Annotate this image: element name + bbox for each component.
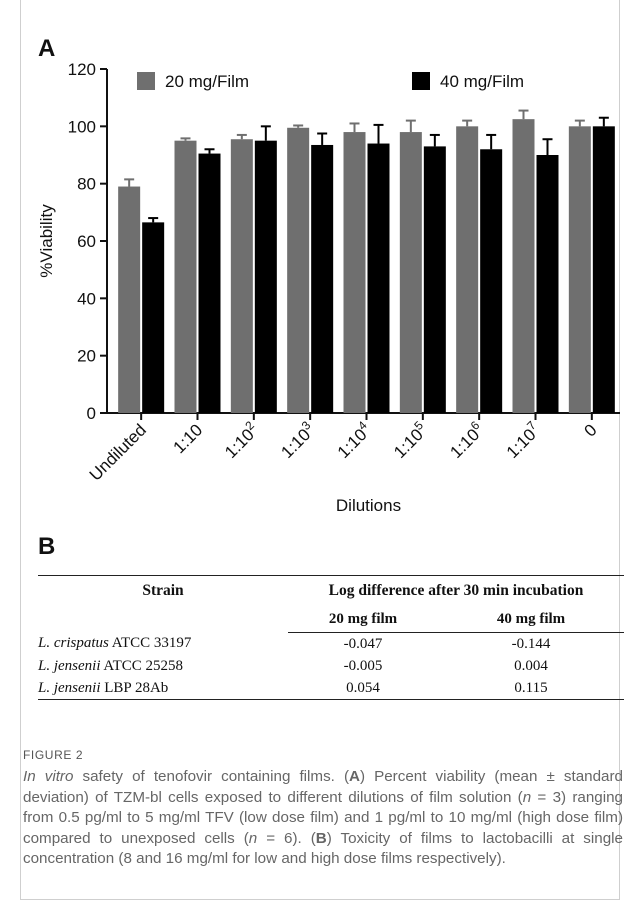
table-subheader-row: 20 mg film 40 mg film xyxy=(38,606,624,633)
caption-part: ) Percent viability (mean ± standard dev… xyxy=(23,768,624,806)
figure-frame xyxy=(20,0,620,900)
caption-part: A xyxy=(349,768,360,785)
bar-40mg xyxy=(198,153,221,414)
bar-20mg xyxy=(118,186,141,413)
x-tick-label: 1:104 xyxy=(332,418,376,462)
bar-20mg xyxy=(399,132,422,414)
value-20mg: -0.047 xyxy=(343,635,383,652)
bar-40mg xyxy=(142,222,165,413)
x-tick-label: Undiluted xyxy=(86,420,150,484)
x-tick-label: 1:107 xyxy=(501,418,545,462)
caption-part: B xyxy=(315,829,327,847)
figure-label: FIGURE 2 xyxy=(23,748,84,762)
bar-20mg xyxy=(287,127,310,414)
y-tick-label: 0 xyxy=(87,404,96,423)
x-tick-label: 1:102 xyxy=(219,418,263,462)
y-tick-label: 120 xyxy=(68,60,96,79)
caption-part: = 6). ( xyxy=(257,829,316,847)
strain-id: ATCC 25258 xyxy=(100,657,184,674)
x-tick-label: 1:105 xyxy=(388,418,432,462)
caption-part: ) Toxicity of films to lactobacilli at s… xyxy=(23,829,623,868)
caption-part: = 3) ranging from 0.5 pg/ml to 5 mg/ml T… xyxy=(23,788,623,847)
y-tick-label: 60 xyxy=(77,232,96,251)
caption-part: n xyxy=(248,829,258,847)
bar-20mg xyxy=(568,126,591,413)
caption-part: n xyxy=(522,788,532,806)
caption-part: safety of tenofovir containing films. ( xyxy=(73,768,350,785)
bar-40mg xyxy=(423,146,446,413)
lactobacilli-table-wrap: Strain Log difference after 30 min incub… xyxy=(38,575,624,700)
y-tick-label: 40 xyxy=(77,289,96,308)
bar-20mg xyxy=(174,140,197,413)
bar-40mg xyxy=(367,143,390,413)
bar-40mg xyxy=(254,140,277,413)
species-name: L. jensenii xyxy=(38,657,101,674)
x-tick-label: 1:106 xyxy=(444,418,488,462)
y-axis-label: %Viability xyxy=(37,204,56,278)
header-strain: Strain xyxy=(38,575,288,606)
bar-40mg xyxy=(311,144,334,413)
species-name: L. crispatus xyxy=(38,635,109,652)
caption-part: In vitro xyxy=(23,768,74,785)
x-tick-label: 0 xyxy=(581,420,601,440)
figure-caption: In vitro safety of tenofovir containing … xyxy=(23,767,623,870)
value-40mg: -0.144 xyxy=(511,635,551,652)
table-row: L. jensenii LBP 28Ab 0.054 0.115 xyxy=(38,677,624,700)
strain-cell: L. jensenii ATCC 25258 xyxy=(38,655,288,677)
subheader-empty xyxy=(38,606,288,633)
species-name: L. jensenii xyxy=(38,679,101,696)
bar-20mg xyxy=(512,119,535,414)
header-log-difference: Log difference after 30 min incubation xyxy=(288,575,624,606)
bar-40mg xyxy=(592,126,615,413)
strain-cell: L. crispatus ATCC 33197 xyxy=(38,633,288,656)
bar-20mg xyxy=(343,132,366,414)
value-20mg: -0.005 xyxy=(343,657,383,674)
y-tick-label: 20 xyxy=(77,347,96,366)
bar-40mg xyxy=(480,149,503,413)
x-tick-label: 1:10 xyxy=(169,420,206,457)
y-tick-label: 100 xyxy=(68,117,96,136)
strain-id: ATCC 33197 xyxy=(108,635,192,652)
legend-label: 40 mg/Film xyxy=(440,72,524,91)
table-row: L. jensenii ATCC 25258 -0.005 0.004 xyxy=(38,655,624,677)
bar-20mg xyxy=(456,126,479,413)
lactobacilli-table: Strain Log difference after 30 min incub… xyxy=(38,575,624,700)
bar-20mg xyxy=(230,139,253,413)
panel-b-label: B xyxy=(38,533,56,560)
y-tick-label: 80 xyxy=(77,175,96,194)
value-40mg: 0.115 xyxy=(438,677,624,700)
table-row: L. crispatus ATCC 33197 -0.047 -0.144 xyxy=(38,633,624,656)
value-20mg: 0.054 xyxy=(288,677,438,700)
table-header-row: Strain Log difference after 30 min incub… xyxy=(38,575,624,606)
subheader-20mg: 20 mg film xyxy=(288,606,438,633)
x-tick-label: 1:103 xyxy=(275,418,319,462)
legend-swatch xyxy=(137,72,155,90)
strain-cell: L. jensenii LBP 28Ab xyxy=(38,677,288,700)
bar-40mg xyxy=(536,155,559,413)
legend-swatch xyxy=(412,72,430,90)
viability-bar-chart: 0 20 40 60 80 100 120 %Viability Dilutions Undilu… xyxy=(37,60,620,515)
value-40mg: 0.004 xyxy=(514,657,548,674)
x-axis-label: Dilutions xyxy=(336,496,401,515)
strain-id: LBP 28Ab xyxy=(100,679,169,696)
panel-a-label: A xyxy=(38,35,56,62)
legend-label: 20 mg/Film xyxy=(165,72,249,91)
subheader-40mg: 40 mg film xyxy=(438,606,624,633)
